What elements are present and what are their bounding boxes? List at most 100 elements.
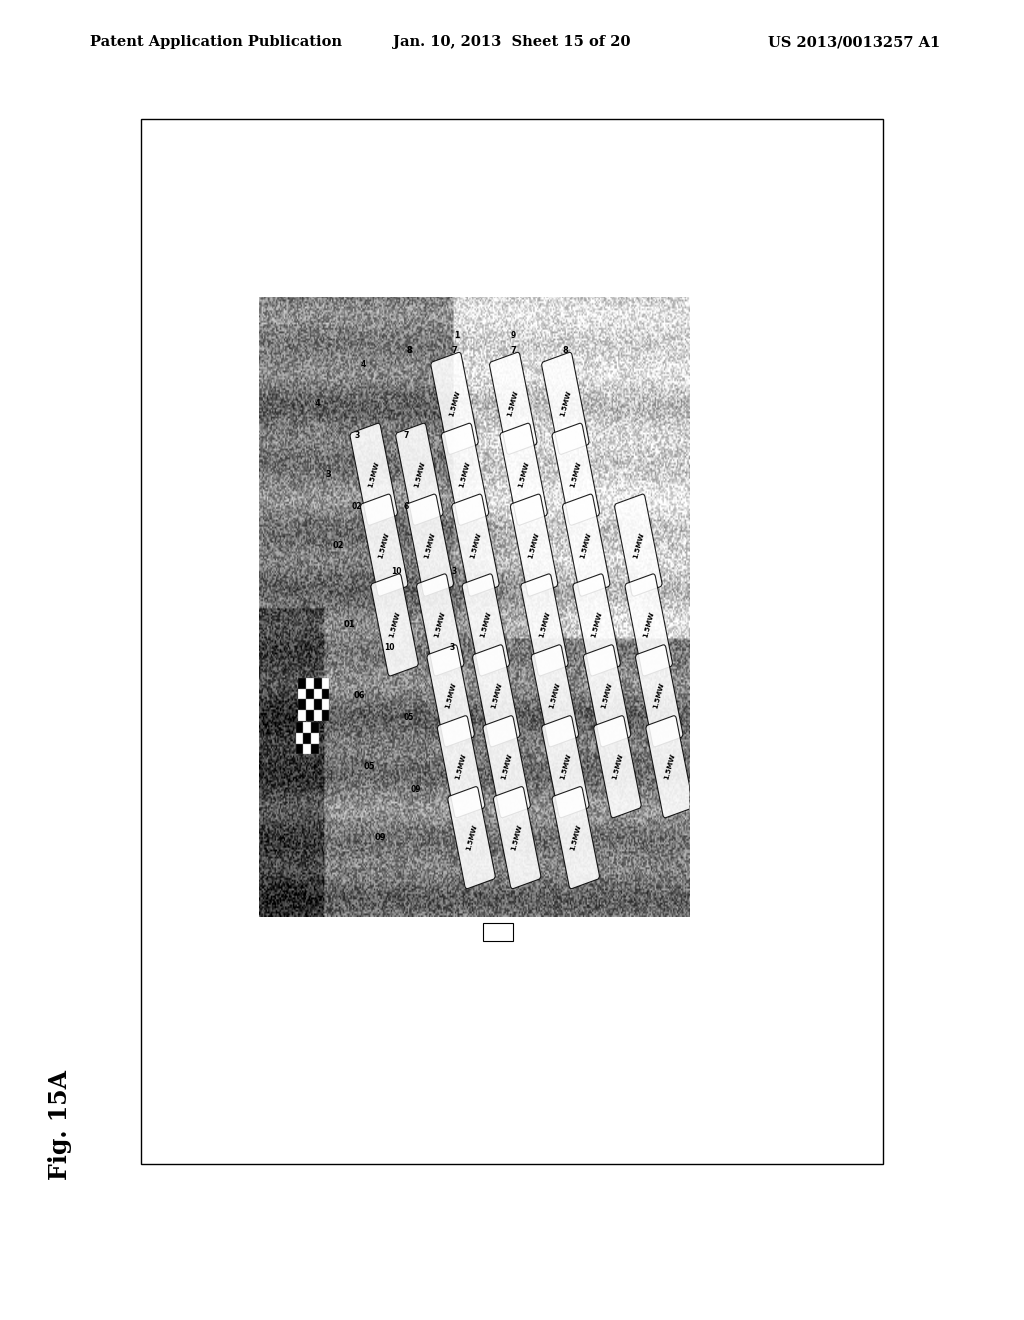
- Text: 1.5MW: 1.5MW: [501, 752, 513, 780]
- Text: 1.5MW: 1.5MW: [378, 532, 390, 558]
- Bar: [306, 710, 313, 721]
- Text: 1.5MW: 1.5MW: [423, 532, 436, 558]
- Text: 4: 4: [314, 399, 321, 408]
- FancyBboxPatch shape: [510, 494, 558, 597]
- FancyBboxPatch shape: [395, 424, 443, 525]
- Text: 1.5MW: 1.5MW: [469, 532, 482, 558]
- Text: 1.5MW: 1.5MW: [569, 461, 583, 488]
- Text: 7: 7: [510, 346, 516, 355]
- Text: Jan. 10, 2013  Sheet 15 of 20: Jan. 10, 2013 Sheet 15 of 20: [393, 36, 631, 49]
- FancyBboxPatch shape: [371, 574, 418, 676]
- Text: 1: 1: [455, 331, 460, 341]
- Text: 05: 05: [403, 713, 414, 722]
- Bar: [322, 678, 330, 689]
- Bar: [311, 722, 319, 733]
- FancyBboxPatch shape: [573, 574, 621, 676]
- FancyBboxPatch shape: [417, 574, 464, 676]
- FancyBboxPatch shape: [531, 644, 579, 747]
- Bar: [306, 678, 313, 689]
- FancyBboxPatch shape: [562, 494, 610, 597]
- Text: 7: 7: [452, 346, 458, 355]
- Text: 1.5MW: 1.5MW: [559, 752, 571, 780]
- Bar: [296, 743, 303, 754]
- Bar: [298, 678, 306, 689]
- Text: 1.5MW: 1.5MW: [538, 611, 551, 639]
- Text: US 2013/0013257 A1: US 2013/0013257 A1: [768, 36, 940, 49]
- Bar: [313, 689, 322, 700]
- Bar: [303, 722, 311, 733]
- Text: 3: 3: [452, 568, 457, 577]
- Text: 1.5MW: 1.5MW: [559, 389, 571, 417]
- Text: 8: 8: [407, 346, 412, 355]
- FancyBboxPatch shape: [431, 352, 478, 454]
- Text: Patent Application Publication: Patent Application Publication: [90, 36, 342, 49]
- FancyBboxPatch shape: [447, 787, 496, 888]
- FancyBboxPatch shape: [625, 574, 673, 676]
- Bar: [298, 700, 306, 710]
- Text: 1.5MW: 1.5MW: [632, 532, 645, 558]
- FancyBboxPatch shape: [636, 644, 683, 747]
- Text: 1.5MW: 1.5MW: [517, 461, 530, 488]
- Bar: [322, 710, 330, 721]
- Text: 1.5MW: 1.5MW: [368, 461, 380, 488]
- Text: Fig. 15A: Fig. 15A: [48, 1071, 72, 1180]
- FancyBboxPatch shape: [350, 424, 397, 525]
- Text: 10: 10: [391, 568, 401, 577]
- Bar: [313, 710, 322, 721]
- Text: 1.5MW: 1.5MW: [413, 461, 426, 488]
- Text: 8: 8: [407, 346, 412, 355]
- Text: 1.5MW: 1.5MW: [449, 389, 461, 417]
- FancyBboxPatch shape: [473, 644, 520, 747]
- Text: 1.5MW: 1.5MW: [489, 682, 503, 710]
- Text: 09: 09: [375, 833, 386, 842]
- Bar: [311, 733, 319, 743]
- FancyBboxPatch shape: [594, 715, 641, 818]
- Text: 09: 09: [411, 785, 421, 795]
- FancyBboxPatch shape: [427, 644, 474, 747]
- Text: 1.5MW: 1.5MW: [569, 824, 583, 851]
- Text: 1.5MW: 1.5MW: [459, 461, 471, 488]
- Text: 1.5MW: 1.5MW: [611, 752, 624, 780]
- Bar: [141, 119, 883, 1164]
- Bar: [296, 722, 303, 733]
- FancyBboxPatch shape: [542, 715, 589, 818]
- Bar: [303, 733, 311, 743]
- FancyBboxPatch shape: [646, 715, 693, 818]
- Text: 02: 02: [333, 541, 344, 549]
- FancyBboxPatch shape: [500, 424, 547, 525]
- FancyBboxPatch shape: [494, 787, 541, 888]
- Text: 1.5MW: 1.5MW: [434, 611, 446, 639]
- Bar: [306, 689, 313, 700]
- Text: 3: 3: [326, 470, 331, 479]
- Bar: [298, 689, 306, 700]
- Text: 3: 3: [450, 643, 455, 652]
- Bar: [296, 733, 303, 743]
- Text: 6: 6: [403, 502, 409, 511]
- Text: 1.5MW: 1.5MW: [590, 611, 603, 639]
- Text: 1.5MW: 1.5MW: [527, 532, 541, 558]
- Text: 3: 3: [354, 430, 359, 440]
- Text: 1.5MW: 1.5MW: [465, 824, 478, 851]
- FancyBboxPatch shape: [441, 424, 488, 525]
- Bar: [306, 700, 313, 710]
- FancyBboxPatch shape: [360, 494, 408, 597]
- FancyBboxPatch shape: [483, 715, 530, 818]
- Text: 1.5MW: 1.5MW: [549, 682, 561, 710]
- Bar: [313, 678, 322, 689]
- Text: 10: 10: [384, 643, 394, 652]
- Text: 8: 8: [562, 346, 568, 355]
- Text: 1.5MW: 1.5MW: [455, 752, 468, 780]
- Text: 1.5MW: 1.5MW: [388, 611, 401, 639]
- Text: 4: 4: [360, 360, 366, 368]
- Text: 05: 05: [365, 762, 376, 771]
- Bar: [322, 689, 330, 700]
- Text: 1.5MW: 1.5MW: [479, 611, 493, 639]
- FancyBboxPatch shape: [521, 574, 568, 676]
- Bar: [482, 923, 513, 941]
- Text: 1.5MW: 1.5MW: [511, 824, 523, 851]
- Text: 7: 7: [403, 430, 409, 440]
- FancyBboxPatch shape: [452, 494, 499, 597]
- Bar: [303, 743, 311, 754]
- FancyBboxPatch shape: [584, 644, 631, 747]
- Text: 1.5MW: 1.5MW: [652, 682, 666, 710]
